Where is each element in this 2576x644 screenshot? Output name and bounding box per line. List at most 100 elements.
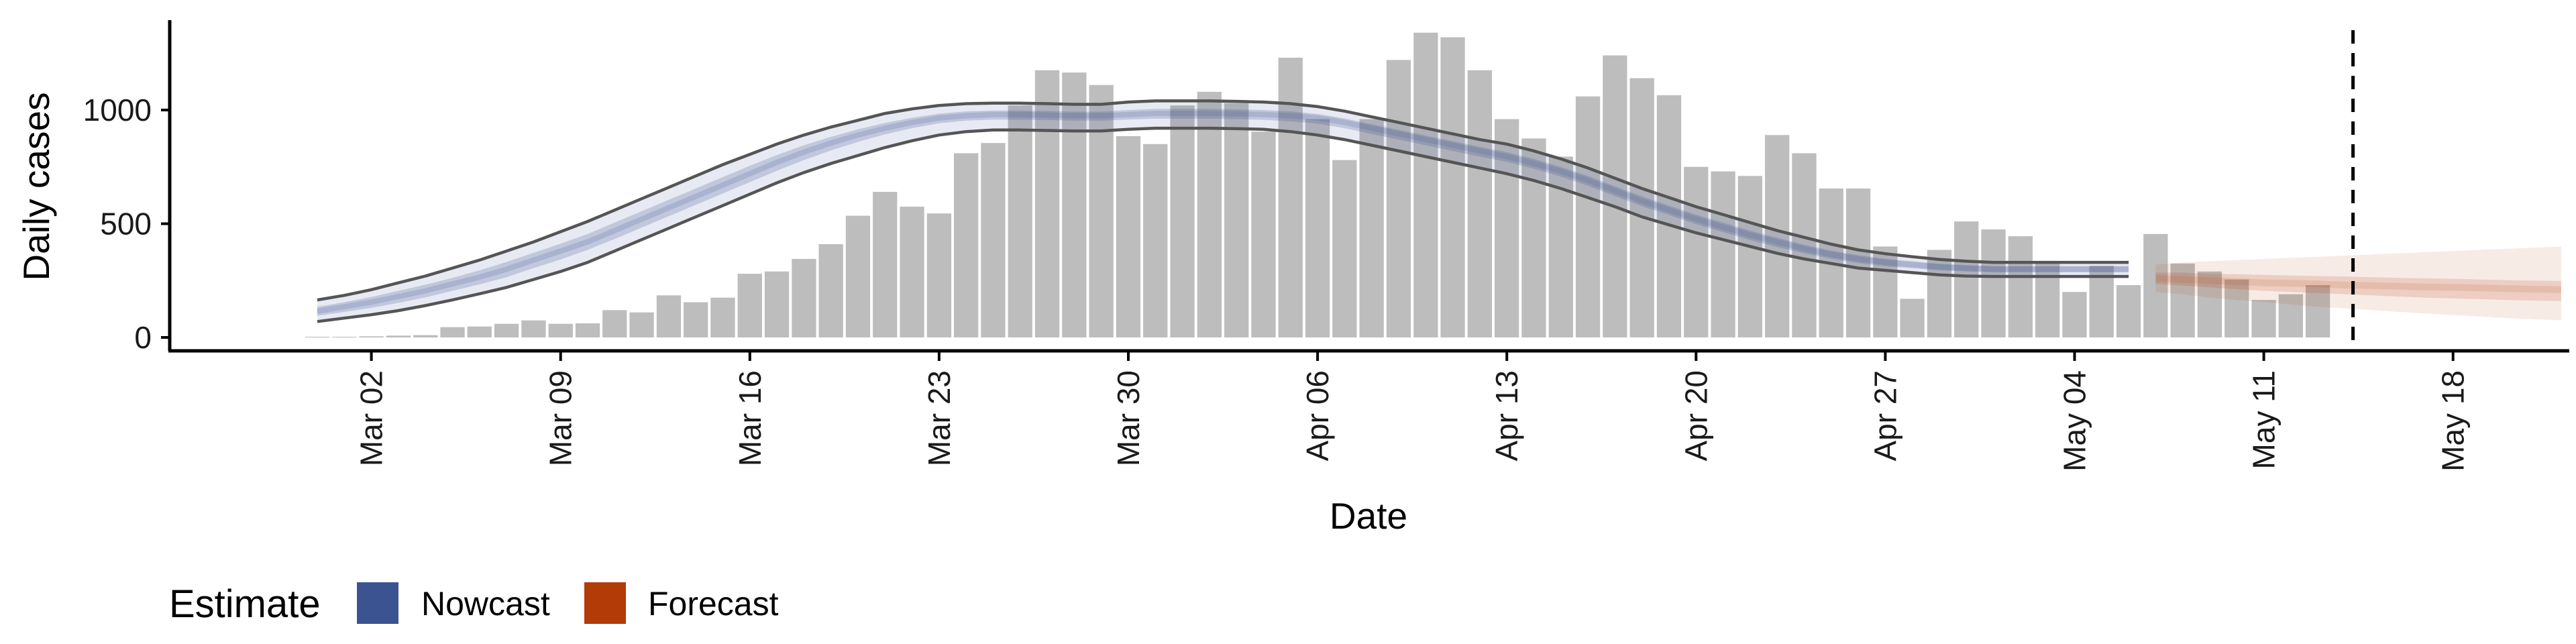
case-bar [1575,96,1601,337]
case-bar [521,320,546,337]
nowcast-band-90 [317,101,2129,322]
case-bar [2062,292,2087,337]
x-tick-label: Mar 09 [543,370,578,466]
case-bar [386,335,411,337]
case-bar [2143,233,2168,337]
case-bar [1413,32,1438,337]
case-bar [1927,250,1952,337]
x-ticks: Mar 02 Mar 09 Mar 16 Mar 23 Mar 30 Apr 06 Apr … [354,351,2471,472]
case-bars [305,32,2330,338]
case-bar [2224,279,2249,337]
x-tick-label: Mar 23 [922,370,957,466]
nowcast-series [317,99,2129,323]
y-ticks: 0 500 1000 [83,93,170,355]
case-bar [1332,160,1357,337]
case-bar [845,215,871,337]
case-bar [467,326,492,337]
case-bar [764,271,790,337]
case-bar [1143,144,1168,338]
case-bar [1116,136,1141,337]
case-bar [1008,105,1032,337]
case-bar [792,259,816,337]
case-bar [1062,72,1087,337]
legend-label-nowcast: Nowcast [421,585,550,623]
x-axis-title: Date [1330,495,1407,537]
case-bar [1495,119,1519,337]
case-bar [900,207,924,337]
case-bar [1305,119,1330,337]
case-bar [2008,236,2033,337]
case-bar [2306,285,2330,337]
y-tick-label: 1000 [83,93,152,127]
case-bar [1684,166,1709,337]
case-bar [1603,55,1627,337]
case-bar [2278,294,2303,337]
case-bar [1765,135,1790,338]
case-bar [413,335,438,337]
case-bar [1656,95,1682,337]
x-tick-label: May 18 [2436,370,2471,472]
y-axis-title: Daily cases [15,92,57,280]
legend-swatch-nowcast [357,582,398,624]
legend-swatch-forecast [584,582,626,624]
forecast-band-50 [2155,272,2561,301]
case-bar [737,274,762,337]
case-bar [629,312,654,337]
case-bar [1954,221,1979,337]
x-tick-label: Mar 30 [1111,370,1146,466]
case-bar [656,295,682,337]
case-bar [494,323,519,337]
case-bar [1981,229,2006,337]
nowcast-band-50 [317,109,2129,316]
case-bar [954,153,979,337]
case-bar [1224,103,1249,338]
x-tick-label: Apr 06 [1300,370,1335,462]
case-bar [575,323,600,337]
case-bar [2251,300,2276,337]
case-bar [1845,189,1871,337]
case-bar [1873,246,1898,337]
forecast-series [2155,246,2561,321]
nowcast-median-line [317,111,2129,314]
case-bar [440,327,465,337]
x-tick-label: Apr 20 [1678,370,1713,462]
case-bar [1278,58,1303,337]
x-tick-label: Mar 02 [354,370,389,466]
case-bar [1629,78,1654,337]
case-bar [1197,91,1222,337]
case-bar [1440,37,1465,337]
y-tick-label: 0 [134,320,152,355]
forecast-median-line [2155,274,2561,293]
case-bar [1359,119,1384,337]
case-bar [2197,271,2222,337]
case-bar [1386,60,1411,338]
case-bar [2170,263,2195,337]
x-tick-label: May 11 [2247,370,2282,469]
case-bar [1711,171,1735,337]
case-bar [1034,70,1060,337]
case-bar [1170,105,1195,337]
y-tick-label: 500 [100,207,152,241]
x-tick-label: Apr 27 [1868,370,1902,462]
x-tick-label: May 04 [2057,370,2092,472]
case-bar [2035,261,2060,337]
case-bar [1089,85,1114,337]
case-bar [981,143,1006,337]
forecast-band-90 [2155,246,2561,321]
case-bar [1792,153,1817,337]
legend-title: Estimate [169,582,321,626]
case-bar [1521,138,1546,337]
case-bar [818,244,843,337]
case-bar [359,336,384,337]
case-bar [1467,70,1492,337]
case-bar [710,297,735,337]
x-tick-label: Mar 16 [733,370,767,466]
case-bar [2116,285,2141,337]
legend-label-forecast: Forecast [648,585,779,623]
case-bar [1900,299,1925,337]
case-bar [1737,176,1762,337]
case-bar [926,213,952,337]
case-bar [1251,131,1276,337]
nowcast-lower-line [317,126,2129,323]
